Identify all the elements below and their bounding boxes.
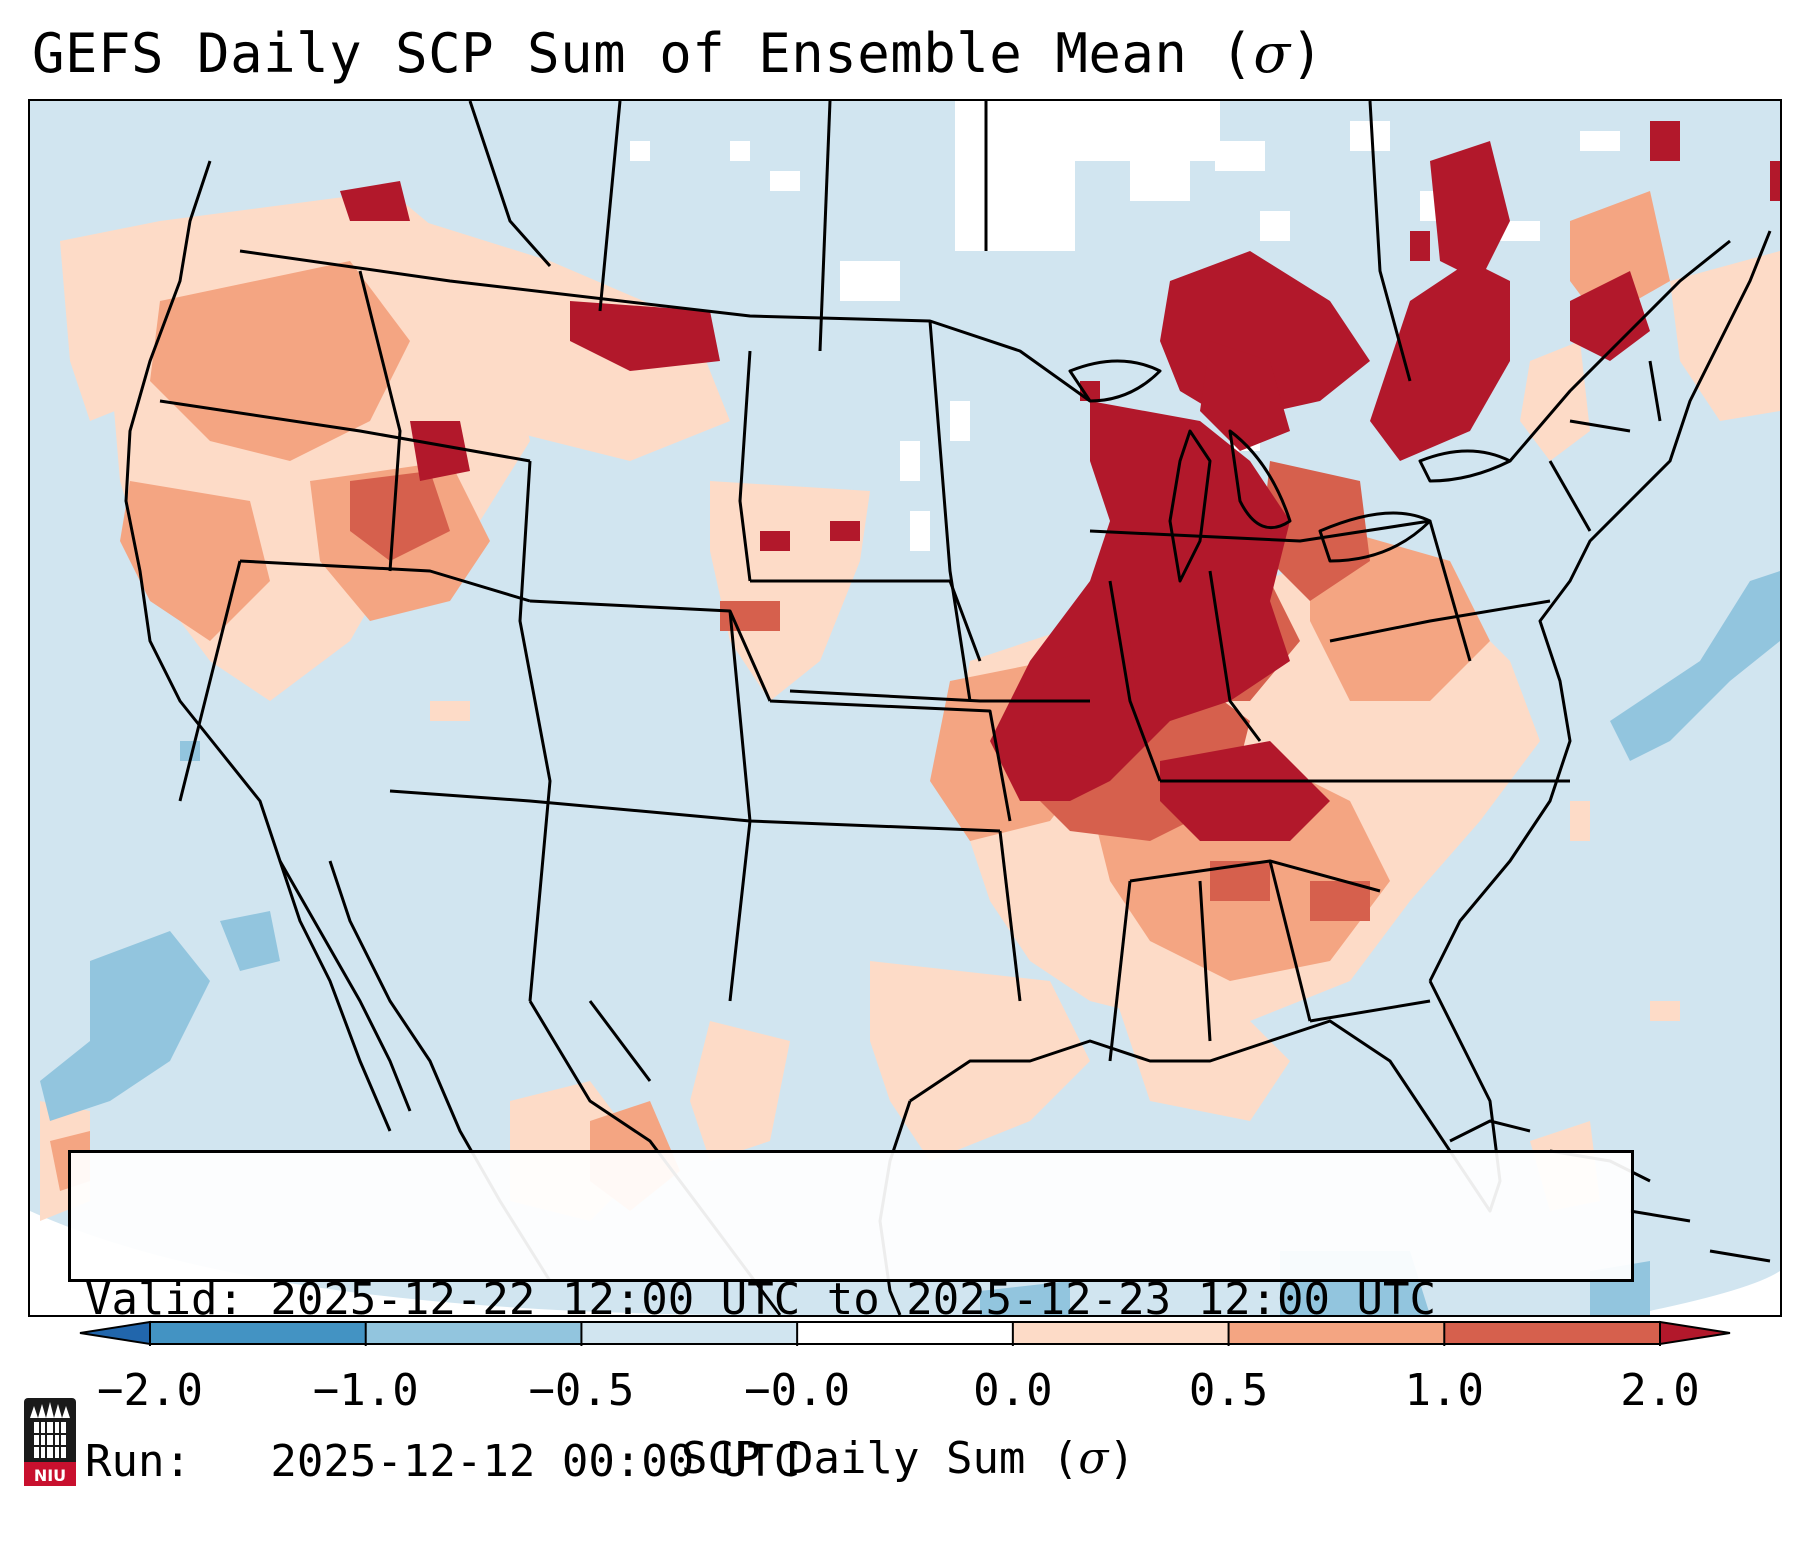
colorbar-tick-label: −0.0 [744, 1365, 851, 1416]
colorbar-cell [581, 1322, 798, 1344]
map-title: GEFS Daily SCP Sum of Ensemble Mean (σ) [32, 22, 1324, 86]
colorbar-ticks [149, 1322, 1661, 1346]
colorbar-tick-label: −2.0 [97, 1365, 203, 1416]
colorbar-cell [797, 1322, 1013, 1344]
colorbar-label-text: SCP Daily Sum ( [681, 1433, 1079, 1484]
colorbar-label: SCP Daily Sum (σ) [681, 1432, 1135, 1486]
title-close: ) [1290, 22, 1324, 85]
colorbar [79, 1320, 1731, 1346]
projection-edge [30, 1211, 730, 1315]
title-sigma: σ [1253, 22, 1291, 85]
near-zero-areas [630, 101, 1620, 551]
projection-edge-right [1630, 1271, 1780, 1315]
map-canvas[interactable] [30, 101, 1780, 1315]
colorbar-cell [150, 1322, 366, 1344]
colorbar-cell [365, 1322, 582, 1344]
colorbar-tick-label: −0.5 [528, 1365, 635, 1416]
colorbar-cell [1444, 1322, 1660, 1344]
colorbar-tick-label: 2.0 [1620, 1365, 1700, 1416]
niu-logo-text: NIU [34, 1466, 66, 1485]
colorbar-label-close: ) [1108, 1433, 1135, 1484]
valid-time-line: Valid: 2025-12-22 12:00 UTC to 2025-12-2… [85, 1274, 1437, 1325]
colorbar-under-arrow [79, 1320, 151, 1346]
colorbar-tick-label: 1.0 [1404, 1365, 1485, 1416]
colorbar-cells [79, 1320, 1731, 1346]
weak-negative-areas [40, 571, 1780, 1315]
valid-run-info-box: Valid: 2025-12-22 12:00 UTC to 2025-12-2… [68, 1150, 1634, 1487]
colorbar-tick-label: 0.0 [973, 1365, 1053, 1416]
colorbar-over-arrow [1659, 1320, 1731, 1346]
map-panel[interactable] [28, 99, 1782, 1317]
colorbar-cell [1228, 1322, 1445, 1344]
colorbar-label-sigma: σ [1078, 1433, 1109, 1484]
colorbar-cell [1012, 1322, 1229, 1344]
title-text: GEFS Daily SCP Sum of Ensemble Mean ( [32, 22, 1254, 85]
run-time-line: Run: 2025-12-12 00:00 UTC [85, 1436, 801, 1487]
boundaries [124, 101, 1772, 1315]
niu-logo: NIU [24, 1398, 76, 1486]
colorbar-tick-label: −1.0 [312, 1365, 419, 1416]
colorbar-tick-label: 0.5 [1188, 1365, 1269, 1416]
